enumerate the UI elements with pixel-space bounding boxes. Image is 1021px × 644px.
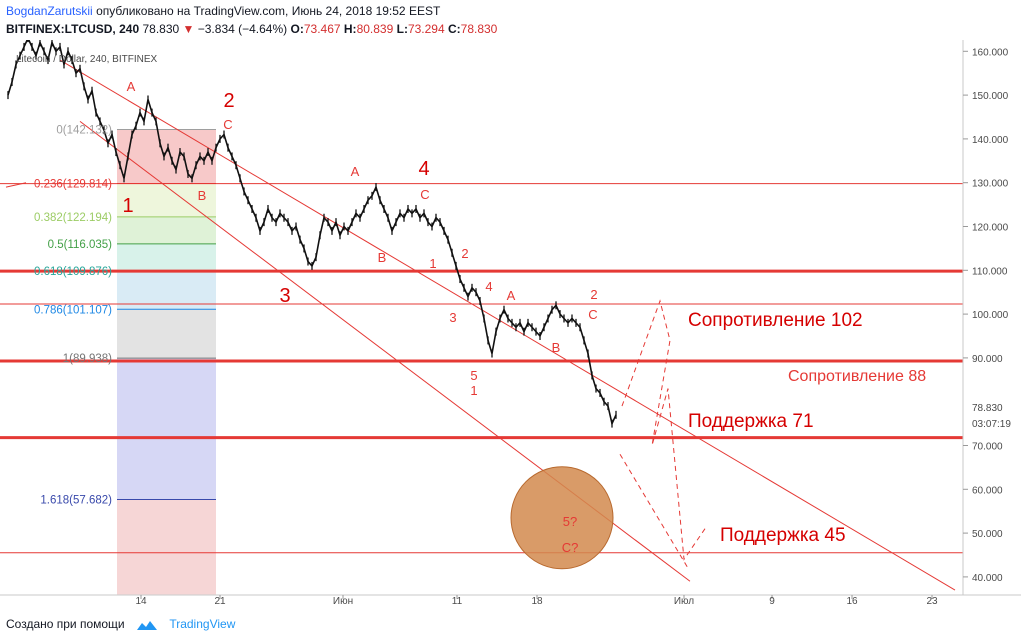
projection-path xyxy=(621,299,706,561)
header-line-1: BogdanZarutskii опубликовано на TradingV… xyxy=(6,4,440,18)
change: −3.834 (−4.64%) xyxy=(197,22,288,36)
author-link[interactable]: BogdanZarutskii xyxy=(6,4,93,18)
wave-label-major: 3 xyxy=(279,285,290,307)
x-tick-label: 9 xyxy=(769,596,775,607)
target-zone xyxy=(510,466,614,570)
level-label: Поддержка 45 xyxy=(720,525,846,546)
last-price: 78.830 xyxy=(142,22,180,36)
level-label: Сопротивление 88 xyxy=(788,368,926,385)
y-tick-label: 160.000 xyxy=(972,47,1009,58)
wave-label-minor: 2 xyxy=(590,287,597,302)
y-tick-label: 110.000 xyxy=(972,266,1008,277)
fib-band xyxy=(117,270,216,310)
wave-label-minor: 5 xyxy=(470,368,477,383)
fib-level-label: 0.618(109.876) xyxy=(34,266,112,278)
wave-label-minor: C xyxy=(588,307,597,322)
close-value: 78.830 xyxy=(460,22,498,36)
current-price-label: 78.830 xyxy=(972,403,1003,414)
x-tick-label: 21 xyxy=(214,596,226,607)
wave-label-minor: 2 xyxy=(461,246,468,261)
x-tick-label: 14 xyxy=(135,596,147,607)
y-tick-label: 40.000 xyxy=(972,573,1003,584)
x-tick-label: 23 xyxy=(926,596,938,607)
chart-watermark: Litecoin / Dollar, 240, BITFINEX xyxy=(16,54,158,65)
open-label: O: xyxy=(290,22,304,36)
fib-band xyxy=(117,216,216,244)
y-tick-label: 100.000 xyxy=(972,310,1009,321)
fib-level-label: 0.5(116.035) xyxy=(48,239,113,251)
fib-band xyxy=(117,243,216,271)
wave-label-minor: B xyxy=(552,340,561,355)
y-tick-label: 50.000 xyxy=(972,529,1003,540)
price-axis-bg xyxy=(963,40,1021,595)
fib-level-label: 0.786(101.107) xyxy=(34,304,112,316)
short-line xyxy=(5,182,27,188)
wave-label-minor: 4 xyxy=(485,279,492,294)
fib-band xyxy=(117,309,216,359)
symbol: BITFINEX:LTCUSD, 240 xyxy=(6,22,140,36)
wave-label-minor: 3 xyxy=(449,310,456,325)
wave-label-minor: A xyxy=(127,79,136,94)
level-label: Поддержка 71 xyxy=(688,411,814,432)
x-tick-label: 11 xyxy=(452,596,463,607)
y-tick-label: 150.000 xyxy=(972,91,1009,102)
projection-dash-2 xyxy=(619,454,689,569)
y-tick-label: 70.000 xyxy=(972,442,1003,453)
fib-band xyxy=(117,358,216,500)
wave-label-minor: 1 xyxy=(429,256,436,271)
wave-label-minor: B xyxy=(198,188,207,203)
wave-label-minor: A xyxy=(507,288,516,303)
tradingview-logo-icon xyxy=(136,620,157,630)
x-tick-label: Июн xyxy=(333,596,353,607)
wave-label-minor: C xyxy=(223,117,232,132)
y-tick-label: 130.000 xyxy=(972,179,1009,190)
fib-level-label: 0.382(122.194) xyxy=(34,212,112,224)
channel-upper-line xyxy=(59,59,956,591)
wave-label-minor: B xyxy=(378,250,387,265)
x-tick-label: Июл xyxy=(674,596,694,607)
x-tick-label: 18 xyxy=(531,596,543,607)
wave-label-minor: C xyxy=(420,187,429,202)
published-text: опубликовано на TradingView.com, Июнь 24… xyxy=(96,4,441,18)
header-line-2: BITFINEX:LTCUSD, 240 78.830 ▼ −3.834 (−4… xyxy=(6,22,497,36)
low-label: L: xyxy=(396,22,408,36)
projection-label: C? xyxy=(562,540,579,555)
level-label: Сопротивление 102 xyxy=(688,310,863,331)
wave-label-minor: A xyxy=(351,164,360,179)
close-label: C: xyxy=(447,22,461,36)
footer: Создано при помощи TradingView xyxy=(6,617,235,631)
fib-level-label: 0.236(129.814) xyxy=(34,179,112,191)
wave-label-minor: 1 xyxy=(470,383,477,398)
fib-level-label: 1.618(57.682) xyxy=(40,494,112,506)
price-line xyxy=(7,40,617,427)
y-tick-label: 90.000 xyxy=(972,354,1003,365)
created-with: Создано при помощи xyxy=(6,617,125,631)
fib-band xyxy=(117,499,216,595)
high-value: 80.839 xyxy=(356,22,394,36)
y-tick-label: 60.000 xyxy=(972,485,1003,496)
tradingview-link[interactable]: TradingView xyxy=(169,617,236,631)
high-label: H: xyxy=(343,22,357,36)
y-tick-label: 140.000 xyxy=(972,135,1009,146)
bar-countdown: 03:07:19 xyxy=(972,419,1011,430)
fib-level-label: 0(142.132) xyxy=(56,125,112,137)
wave-label-major: 2 xyxy=(223,90,234,112)
low-value: 73.294 xyxy=(407,22,445,36)
wave-label-major: 1 xyxy=(122,195,133,217)
fib-level-label: 1(89.938) xyxy=(63,353,112,365)
y-tick-label: 120.000 xyxy=(972,223,1009,234)
wave-label-major: 4 xyxy=(418,158,429,180)
open-value: 73.467 xyxy=(303,22,341,36)
projection-label: 5? xyxy=(563,514,577,529)
x-tick-label: 16 xyxy=(846,596,858,607)
down-arrow-icon: ▼ xyxy=(182,22,195,36)
